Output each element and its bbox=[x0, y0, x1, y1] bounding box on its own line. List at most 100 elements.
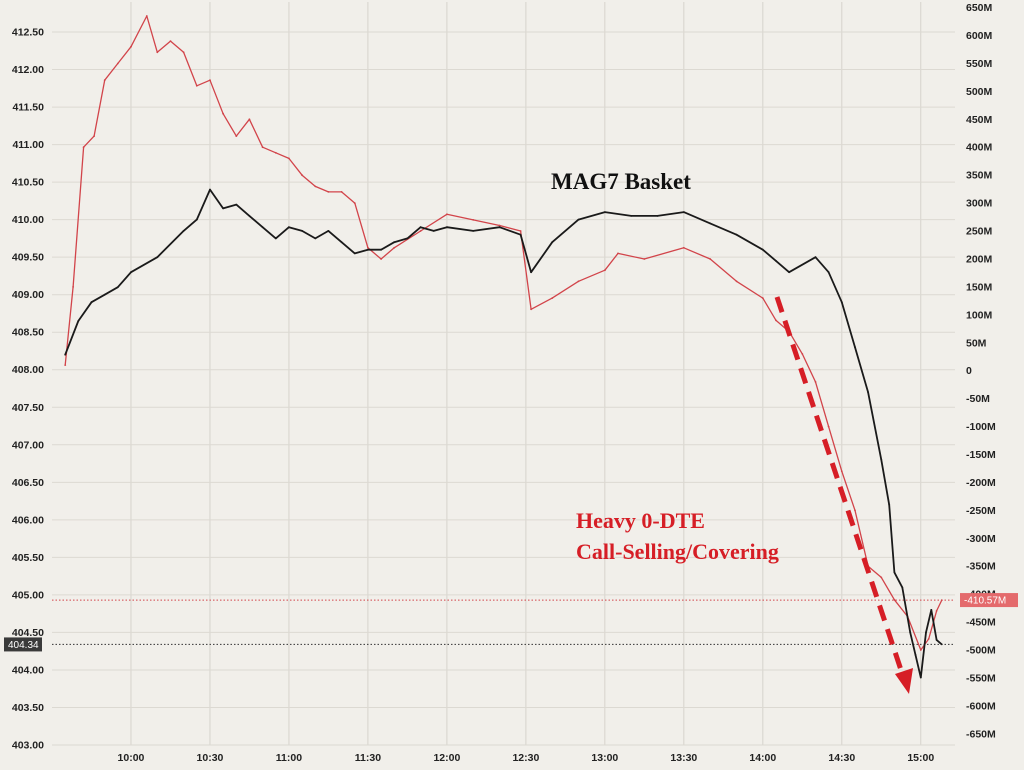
x-tick-label: 13:00 bbox=[591, 752, 618, 764]
right-tick-label: 300M bbox=[966, 198, 993, 210]
data-point bbox=[235, 135, 238, 138]
data-point bbox=[103, 293, 106, 296]
callselling-annotation-line2: Call-Selling/Covering bbox=[576, 539, 779, 564]
data-point bbox=[901, 586, 904, 589]
x-tick-label: 12:30 bbox=[512, 752, 539, 764]
data-point bbox=[617, 252, 619, 255]
data-point bbox=[380, 248, 382, 251]
left-tick-label: 407.00 bbox=[12, 439, 44, 451]
data-point bbox=[709, 258, 712, 260]
data-point bbox=[353, 252, 356, 255]
grid bbox=[52, 2, 955, 746]
data-point bbox=[472, 219, 475, 221]
data-point bbox=[472, 230, 475, 232]
right-tick-label: -600M bbox=[966, 700, 996, 712]
data-point bbox=[340, 241, 343, 244]
left-tick-label: 408.00 bbox=[12, 364, 44, 376]
data-point bbox=[775, 260, 777, 262]
data-point bbox=[827, 271, 830, 274]
data-point bbox=[656, 215, 659, 217]
x-tick-label: 14:30 bbox=[828, 752, 855, 764]
data-point bbox=[880, 458, 883, 461]
data-point bbox=[195, 218, 198, 221]
data-point bbox=[551, 241, 554, 244]
callselling-annotation-line1: Heavy 0-DTE bbox=[576, 508, 705, 533]
right-tick-label: -250M bbox=[966, 505, 996, 517]
last-value-left: 404.34 bbox=[8, 640, 39, 651]
right-tick-label: -200M bbox=[966, 477, 996, 489]
data-point bbox=[301, 230, 303, 232]
right-tick-label: 200M bbox=[966, 253, 993, 265]
x-tick-label: 14:00 bbox=[749, 752, 776, 764]
data-point bbox=[419, 226, 422, 229]
right-tick-label: 450M bbox=[966, 114, 993, 126]
data-point bbox=[446, 213, 448, 216]
x-tick-label: 12:00 bbox=[433, 752, 460, 764]
left-tick-label: 406.00 bbox=[12, 514, 44, 526]
last-value-right: -410.57M bbox=[964, 596, 1006, 607]
data-point bbox=[169, 40, 172, 42]
data-point bbox=[888, 503, 891, 506]
data-point bbox=[64, 353, 67, 356]
data-point bbox=[735, 233, 738, 236]
data-point bbox=[222, 112, 225, 115]
right-tick-label: -100M bbox=[966, 421, 996, 433]
data-point bbox=[156, 51, 159, 54]
x-axis: 10:00 10:30 11:00 11:30 12:00 12:30 13:00 13:30… bbox=[118, 752, 935, 764]
left-tick-label: 412.50 bbox=[12, 27, 44, 39]
data-point bbox=[116, 286, 119, 289]
data-point bbox=[867, 391, 869, 394]
data-point bbox=[893, 598, 896, 601]
x-tick-label: 11:00 bbox=[276, 752, 302, 764]
data-point bbox=[209, 79, 211, 82]
left-tick-label: 407.50 bbox=[12, 402, 44, 414]
data-point bbox=[327, 191, 330, 193]
data-point bbox=[840, 470, 843, 473]
data-point bbox=[393, 246, 396, 249]
data-point bbox=[288, 226, 290, 229]
data-point bbox=[682, 246, 685, 249]
right-tick-label: 550M bbox=[966, 58, 993, 70]
x-tick-label: 13:30 bbox=[670, 752, 697, 764]
data-point bbox=[380, 258, 382, 260]
data-point bbox=[914, 654, 917, 656]
series-line bbox=[64, 15, 943, 651]
data-point bbox=[935, 610, 938, 612]
data-point bbox=[182, 51, 185, 54]
data-point bbox=[940, 599, 943, 601]
left-tick-label: 403.00 bbox=[12, 740, 44, 752]
data-point bbox=[248, 215, 251, 217]
data-point bbox=[735, 280, 738, 283]
right-tick-label: 650M bbox=[966, 2, 993, 14]
series-group bbox=[64, 15, 943, 679]
data-point bbox=[314, 237, 317, 240]
data-point bbox=[314, 185, 317, 188]
right-tick-label: 50M bbox=[966, 337, 987, 349]
data-point bbox=[854, 509, 856, 512]
data-point bbox=[72, 286, 74, 288]
last-value-badge-right: -410.57M bbox=[960, 593, 1018, 608]
right-tick-label: 250M bbox=[966, 226, 993, 238]
data-point bbox=[761, 248, 764, 251]
data-point bbox=[940, 643, 943, 646]
data-point bbox=[77, 320, 80, 322]
data-point bbox=[930, 609, 933, 611]
data-point bbox=[498, 224, 501, 227]
data-point bbox=[116, 62, 119, 65]
data-point bbox=[854, 346, 856, 349]
left-tick-label: 411.00 bbox=[12, 139, 44, 151]
data-point bbox=[519, 230, 522, 232]
right-tick-label: -550M bbox=[966, 672, 996, 684]
last-value-badge-left: 404.34 bbox=[4, 637, 42, 652]
right-tick-label: -500M bbox=[966, 645, 996, 657]
right-tick-label: 100M bbox=[966, 309, 993, 321]
x-tick-label: 15:00 bbox=[907, 752, 934, 764]
data-point bbox=[519, 233, 522, 236]
data-point bbox=[156, 256, 159, 259]
left-tick-label: 411.50 bbox=[12, 102, 44, 114]
left-tick-label: 406.50 bbox=[12, 477, 44, 489]
data-point bbox=[103, 79, 106, 82]
data-point bbox=[761, 297, 764, 299]
series-line bbox=[64, 188, 943, 679]
